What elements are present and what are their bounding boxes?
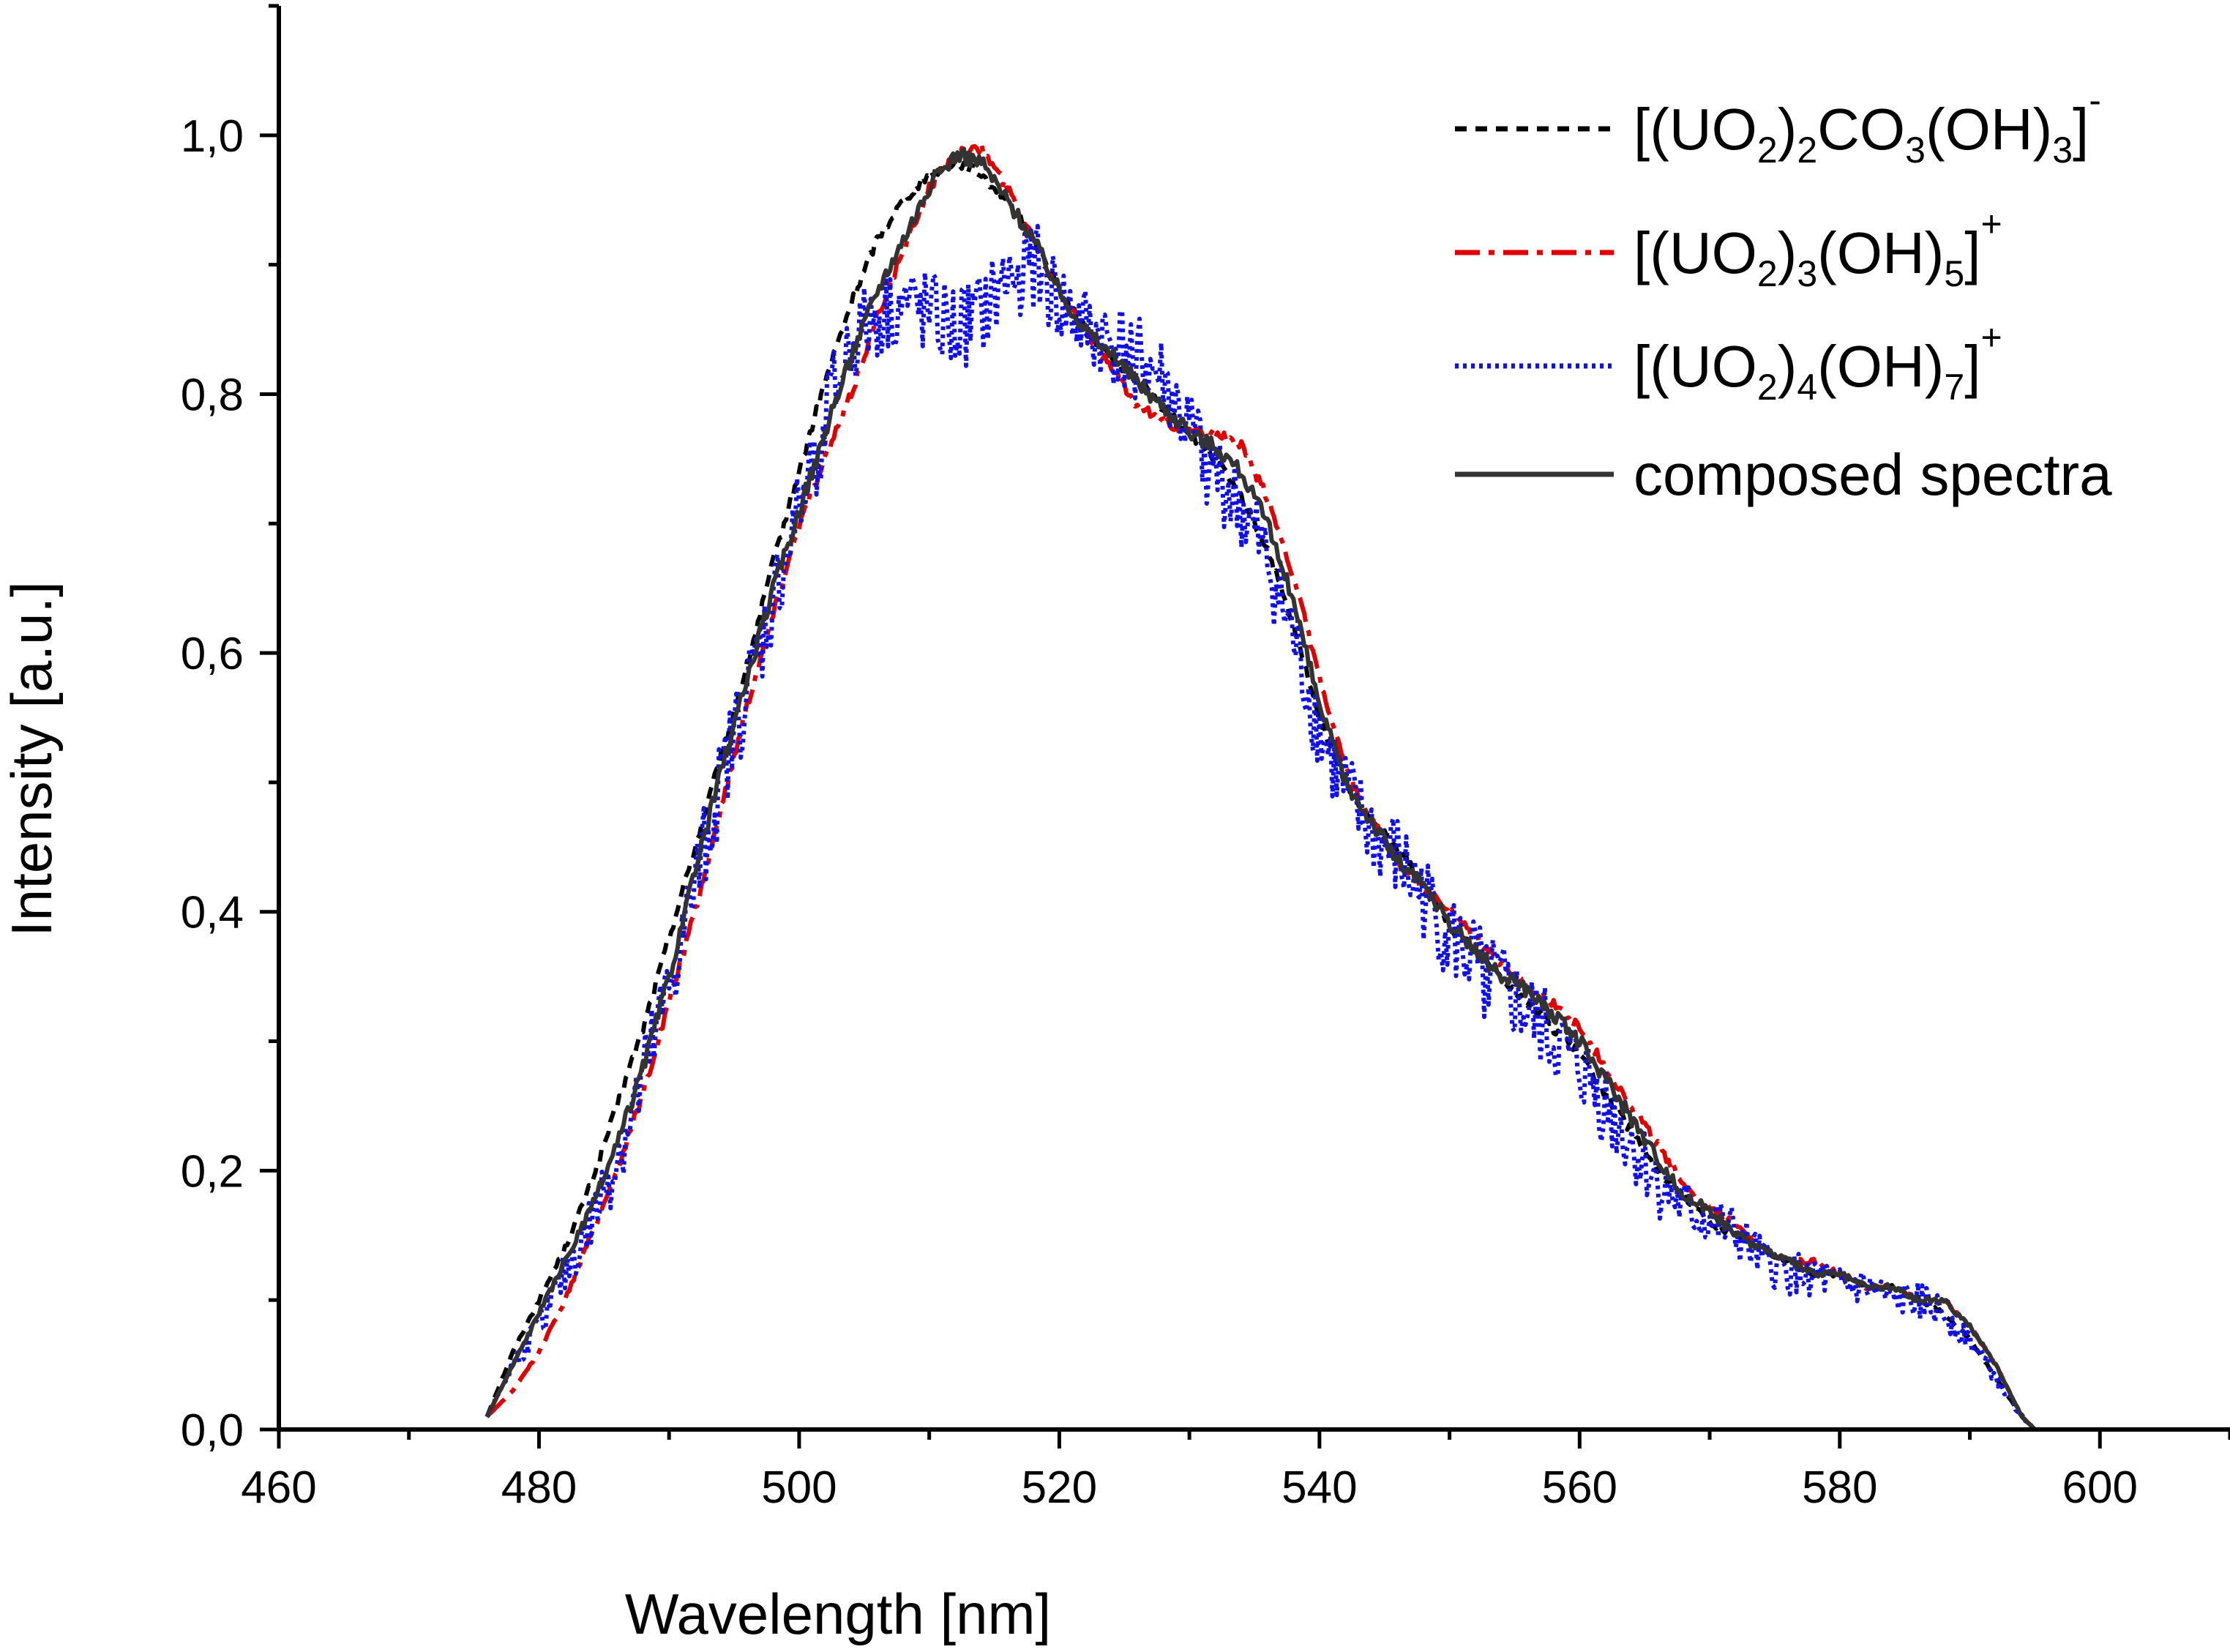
y-tick-label: 0,6 — [181, 629, 244, 679]
y-tick-label: 0,4 — [181, 888, 244, 938]
y-tick-label: 0,0 — [181, 1405, 244, 1456]
legend-label-part: - — [2089, 80, 2101, 121]
legend-label-part: ) — [1778, 334, 1797, 399]
x-tick-label: 500 — [761, 1462, 837, 1513]
y-axis-title: Intensity [a.u.] — [0, 581, 64, 937]
series-layer — [484, 141, 2037, 1432]
legend-label-part: 3 — [2052, 130, 2073, 171]
legend: [(UO2​)2​CO3​(OH)3​]-​[(UO2​)3​(OH)5​]+​… — [1455, 80, 2112, 507]
x-tick-label: 460 — [241, 1462, 316, 1513]
legend-label-part: ) — [1778, 220, 1797, 285]
legend-label-part: 7 — [1944, 367, 1964, 408]
x-tick-label: 600 — [2062, 1462, 2138, 1513]
legend-label-part: 2 — [1757, 367, 1778, 408]
legend-label-part: (OH) — [1817, 220, 1944, 285]
legend-label-part: 3 — [1905, 130, 1926, 171]
legend-label-3: composed spectra — [1634, 442, 2112, 507]
series-line-3 — [484, 147, 2037, 1432]
y-tick-label: 0,2 — [181, 1146, 244, 1197]
legend-label-part: (OH) — [1817, 334, 1944, 399]
ticks-layer: 460 480 500 520 540 560 580 600 0,0 0,2 0,4 0,6 0,8 1… — [181, 4, 2230, 1513]
legend-label-part: ) — [1778, 97, 1797, 162]
legend-label-part: composed spectra — [1634, 442, 2112, 507]
legend-label-1: [(UO2​)3​(OH)5​]+​ — [1634, 203, 2002, 294]
x-tick-label: 560 — [1542, 1462, 1617, 1513]
legend-label-part: ] — [1964, 334, 1980, 399]
legend-label-part: 5 — [1944, 253, 1964, 294]
x-tick-label: 540 — [1281, 1462, 1357, 1513]
legend-label-part: [(UO — [1634, 220, 1757, 285]
x-tick-label: 520 — [1022, 1462, 1097, 1513]
legend-label-part: 2 — [1757, 130, 1778, 171]
legend-label-part: [(UO — [1634, 334, 1757, 399]
y-tick-label: 1,0 — [181, 111, 244, 162]
legend-label-part: [(UO — [1634, 97, 1757, 162]
legend-label-part: + — [1980, 317, 2002, 358]
legend-label-part: 2 — [1757, 253, 1778, 294]
x-tick-label: 580 — [1802, 1462, 1877, 1513]
legend-label-0: [(UO2​)2​CO3​(OH)3​]-​ — [1634, 80, 2101, 171]
legend-label-part: (OH) — [1926, 97, 2052, 162]
legend-label-part: ] — [2073, 97, 2089, 162]
x-axis-title: Wavelength [nm] — [625, 1582, 1051, 1646]
legend-label-part: ] — [1964, 220, 1980, 285]
legend-label-part: + — [1980, 203, 2002, 244]
x-tick-label: 480 — [501, 1462, 577, 1513]
legend-label-part: CO — [1817, 97, 1905, 162]
legend-label-part: 2 — [1797, 130, 1817, 171]
legend-label-part: 4 — [1797, 367, 1817, 408]
legend-label-part: 3 — [1797, 253, 1817, 294]
legend-label-2: [(UO2​)4​(OH)7​]+​ — [1634, 317, 2002, 408]
y-tick-label: 0,8 — [181, 370, 244, 420]
series-line-2 — [484, 223, 2037, 1432]
axes-layer — [277, 6, 2230, 1432]
